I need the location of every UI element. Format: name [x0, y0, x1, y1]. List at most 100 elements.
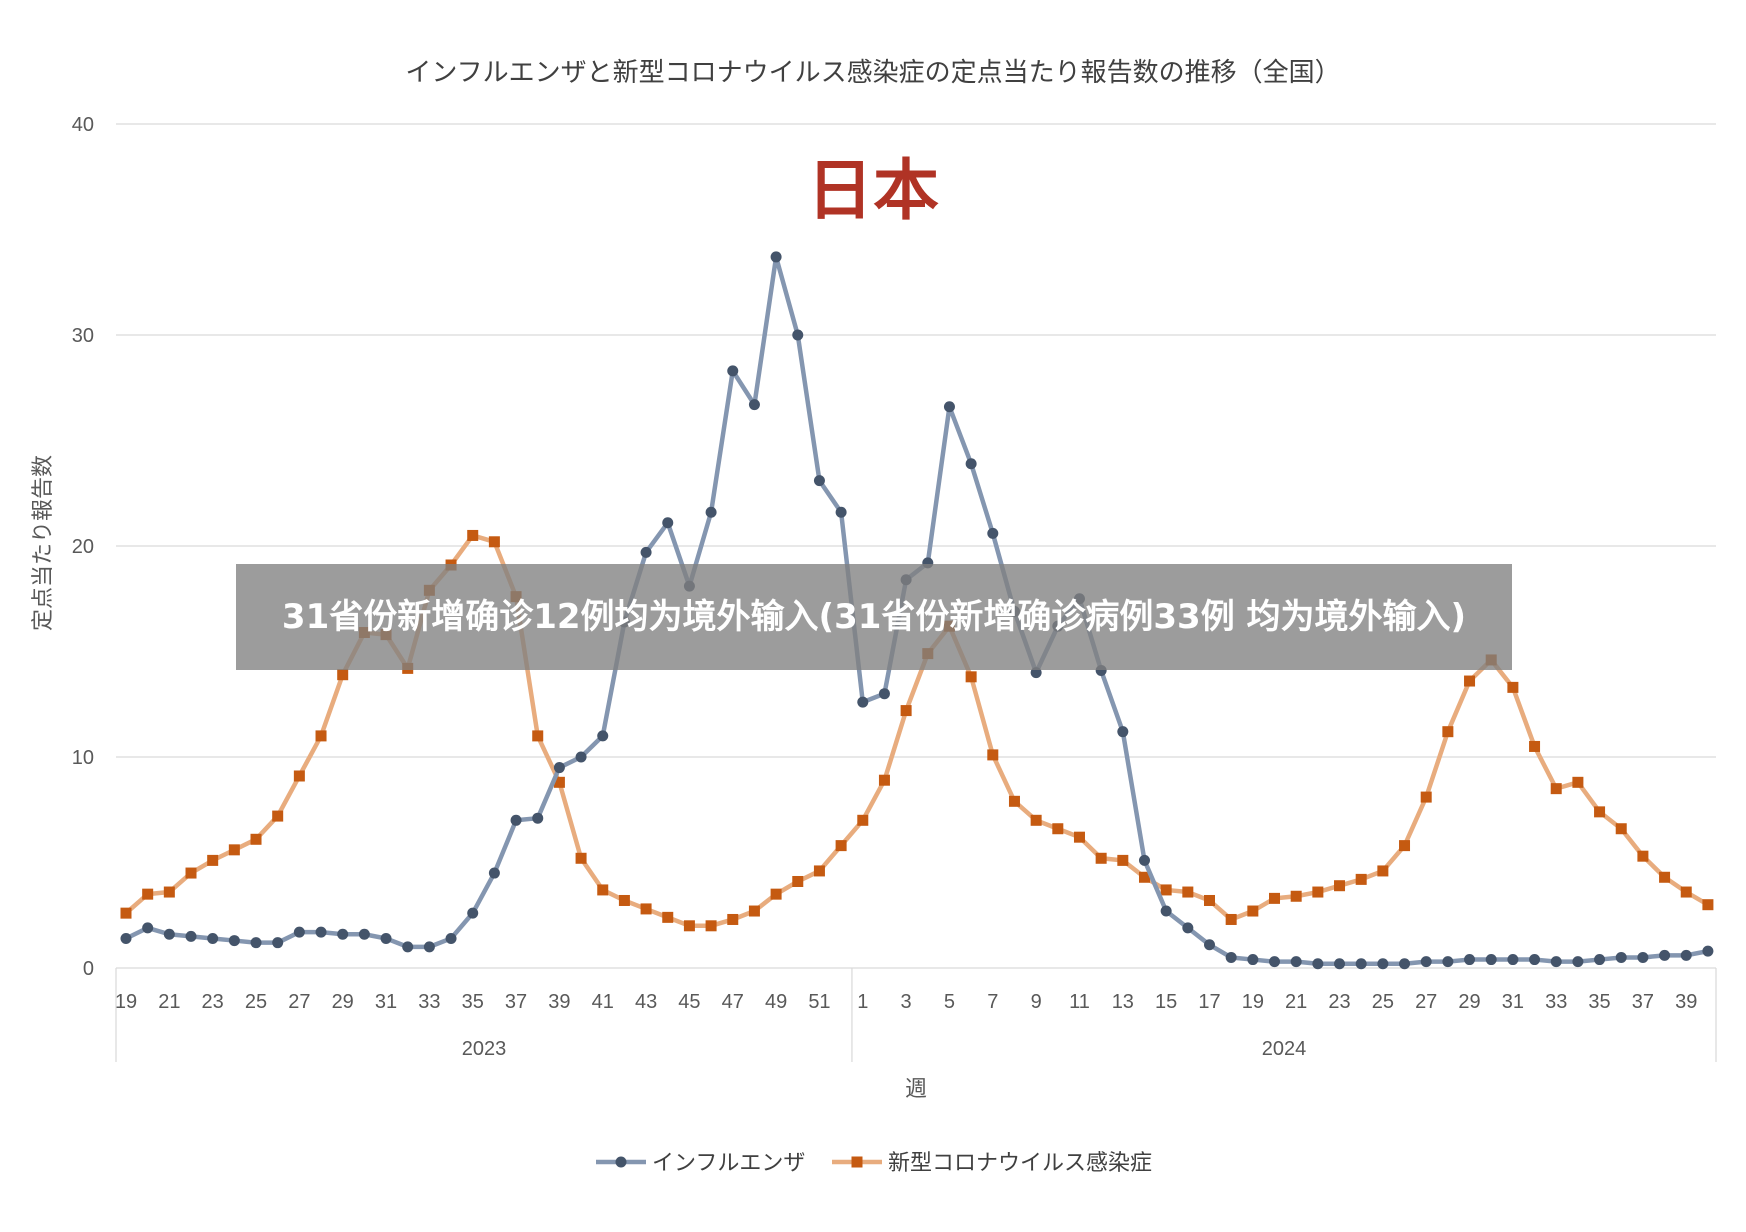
data-point	[1269, 956, 1281, 968]
data-point	[705, 506, 717, 518]
data-point	[1377, 865, 1389, 877]
data-point	[1659, 871, 1671, 883]
data-point	[770, 888, 782, 900]
data-point	[1529, 740, 1541, 752]
x-tick-label: 1	[857, 991, 868, 1013]
data-point	[315, 926, 327, 938]
x-tick-label: 31	[375, 991, 397, 1013]
x-tick-label: 39	[548, 991, 570, 1013]
data-point	[727, 365, 739, 377]
data-point	[1117, 854, 1129, 866]
legend-marker	[851, 1156, 863, 1168]
x-tick-label: 41	[592, 991, 614, 1013]
data-point	[1637, 951, 1649, 963]
data-point	[1290, 956, 1302, 968]
data-point	[1464, 675, 1476, 687]
y-tick-label: 10	[72, 747, 94, 769]
data-point	[510, 814, 522, 826]
data-point	[1377, 958, 1389, 970]
data-point	[380, 932, 392, 944]
legend-item: インフルエンザ	[596, 1151, 805, 1176]
data-point	[575, 852, 587, 864]
data-point	[1420, 956, 1432, 968]
data-point	[185, 930, 197, 942]
data-point	[1680, 886, 1692, 898]
data-point	[1182, 922, 1194, 934]
x-tick-label: 21	[1285, 991, 1307, 1013]
data-point	[358, 928, 370, 940]
data-point	[748, 905, 760, 917]
data-point	[965, 458, 977, 470]
data-point	[1290, 890, 1302, 902]
data-point	[1008, 795, 1020, 807]
data-point	[770, 251, 782, 263]
data-point	[748, 399, 760, 411]
data-point	[1312, 886, 1324, 898]
x-tick-label: 31	[1502, 991, 1524, 1013]
data-point	[900, 705, 912, 717]
data-point	[532, 730, 544, 742]
x-tick-label: 11	[1069, 991, 1090, 1013]
data-point	[1572, 776, 1584, 788]
data-point	[1095, 852, 1107, 864]
data-point	[640, 546, 652, 558]
data-point	[1247, 954, 1259, 966]
data-point	[1399, 840, 1411, 852]
data-point	[272, 937, 284, 949]
data-point	[1420, 791, 1432, 803]
data-point	[1117, 726, 1129, 738]
data-point	[1247, 905, 1259, 917]
x-tick-label: 49	[765, 991, 787, 1013]
data-point	[185, 867, 197, 879]
data-point	[142, 888, 154, 900]
data-point	[1052, 823, 1064, 835]
data-point	[792, 875, 804, 887]
data-point	[1550, 956, 1562, 968]
data-point	[1269, 892, 1281, 904]
data-point	[575, 751, 587, 763]
x-tick-label: 43	[635, 991, 657, 1013]
data-point	[943, 401, 955, 413]
data-point	[835, 840, 847, 852]
data-point	[662, 517, 674, 529]
x-tick-label: 37	[505, 991, 527, 1013]
data-point	[488, 867, 500, 879]
x-tick-label: 25	[1372, 991, 1394, 1013]
data-point	[423, 941, 435, 953]
data-point	[1225, 913, 1237, 925]
data-point	[120, 907, 132, 919]
data-point	[207, 932, 219, 944]
x-tick-label: 19	[115, 991, 137, 1013]
headline-overlay: 31省份新增确诊12例均为境外输入(31省份新增确诊病例33例 均为境外输入)	[236, 564, 1512, 670]
data-point	[640, 903, 652, 915]
data-point	[1442, 956, 1454, 968]
x-tick-label: 25	[245, 991, 267, 1013]
data-point	[987, 749, 999, 761]
country-annotation: 日本	[807, 152, 939, 229]
data-point	[532, 812, 544, 824]
data-point	[1464, 954, 1476, 966]
data-point	[1615, 951, 1627, 963]
x-tick-label: 19	[1242, 991, 1264, 1013]
data-point	[1594, 954, 1606, 966]
legend-item: 新型コロナウイルス感染症	[832, 1151, 1152, 1176]
data-point	[553, 776, 565, 788]
data-point	[337, 928, 349, 940]
data-point	[250, 833, 262, 845]
y-tick-label: 20	[72, 536, 94, 558]
legend: インフルエンザ 新型コロナウイルス感染症	[596, 1151, 1152, 1176]
headline-text: 31省份新增确诊12例均为境外输入(31省份新增确诊病例33例 均为境外输入)	[281, 597, 1467, 637]
data-point	[1138, 854, 1150, 866]
data-point	[293, 926, 305, 938]
data-point	[1507, 954, 1519, 966]
data-point	[1334, 958, 1346, 970]
legend-label: 新型コロナウイルス感染症	[888, 1151, 1152, 1176]
data-point	[207, 854, 219, 866]
data-point	[1160, 884, 1172, 896]
x-tick-label: 39	[1675, 991, 1697, 1013]
data-point	[1442, 726, 1454, 738]
data-point	[1594, 806, 1606, 818]
year-group-label: 2024	[1262, 1038, 1307, 1060]
data-point	[337, 669, 349, 681]
data-point	[1529, 954, 1541, 966]
